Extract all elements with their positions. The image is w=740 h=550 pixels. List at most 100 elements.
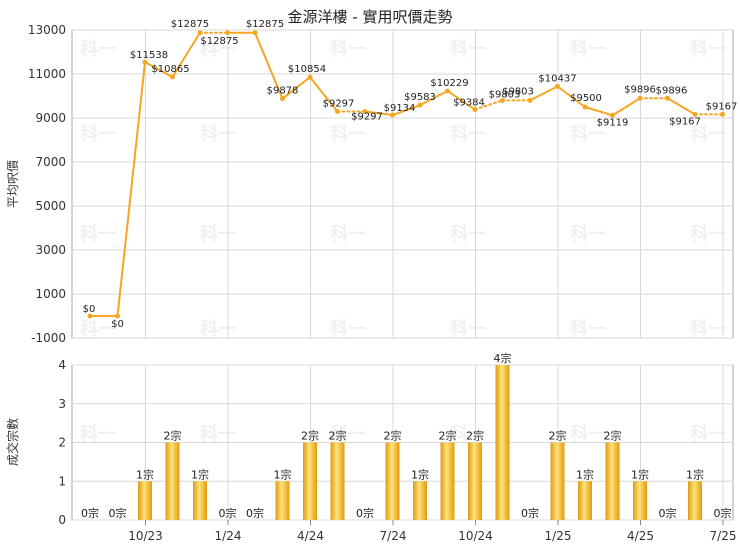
line-point bbox=[362, 108, 368, 114]
bar bbox=[165, 442, 180, 520]
bar-value-label: 0宗 bbox=[109, 506, 127, 520]
bar bbox=[605, 442, 620, 520]
bar-value-label: 1宗 bbox=[631, 467, 649, 481]
line-point-label: $0 bbox=[83, 304, 96, 315]
watermark-text: 科一 bbox=[330, 318, 366, 340]
line-point-label: $12875 bbox=[246, 19, 284, 30]
line-point bbox=[142, 59, 148, 65]
line-point bbox=[307, 74, 313, 80]
watermark-text: 科一 bbox=[690, 318, 726, 340]
bar-value-label: 0宗 bbox=[356, 506, 374, 520]
line-point-label: $9119 bbox=[597, 117, 629, 128]
bar bbox=[468, 442, 482, 520]
line-series-segment bbox=[556, 85, 586, 108]
line-point-label: $9384 bbox=[453, 98, 485, 109]
bar-value-label: 2宗 bbox=[329, 429, 347, 443]
line-point-label: $9803 bbox=[502, 86, 534, 97]
line-point-label: $9297 bbox=[323, 98, 355, 109]
line-y-tick-label: 11000 bbox=[28, 67, 66, 81]
bar-value-label: 0宗 bbox=[714, 506, 732, 520]
line-point bbox=[390, 112, 395, 118]
line-point bbox=[225, 30, 230, 36]
bar-value-label: 4宗 bbox=[494, 351, 512, 365]
bar bbox=[275, 481, 290, 520]
line-point-label: $9583 bbox=[404, 92, 436, 103]
line-point-label: $9896 bbox=[656, 85, 688, 96]
watermark-text: 科一 bbox=[690, 123, 726, 145]
watermark-text: 科一 bbox=[200, 423, 236, 445]
watermark-text: 科一 bbox=[570, 123, 606, 145]
watermark-text: 科一 bbox=[330, 38, 366, 60]
bar bbox=[688, 481, 702, 520]
bar-value-label: 0宗 bbox=[219, 506, 237, 520]
x-tick-label: 7/25 bbox=[710, 529, 737, 543]
bar-y-tick-label: 0 bbox=[58, 513, 66, 527]
chart-title: 金源洋樓 - 實用呎價走勢 bbox=[287, 8, 453, 26]
line-y-tick-label: 1000 bbox=[35, 287, 66, 301]
watermark-text: 科一 bbox=[80, 223, 116, 245]
line-point-label: $9134 bbox=[384, 103, 416, 114]
x-tick-label: 10/24 bbox=[458, 529, 493, 543]
line-series-segment bbox=[529, 85, 559, 102]
line-y-tick-label: 5000 bbox=[35, 199, 66, 213]
line-point bbox=[720, 111, 725, 117]
bar-y-tick-label: 3 bbox=[58, 397, 66, 411]
bar bbox=[633, 481, 647, 520]
line-point-label: $12875 bbox=[200, 36, 238, 47]
line-series-segment bbox=[419, 89, 449, 107]
watermark-text: 科一 bbox=[330, 123, 366, 145]
line-y-tick-label: 9000 bbox=[35, 111, 66, 125]
bar bbox=[385, 442, 400, 520]
bar bbox=[330, 442, 345, 520]
line-point bbox=[335, 108, 340, 114]
bar-value-label: 1宗 bbox=[576, 467, 594, 481]
line-point bbox=[115, 313, 120, 319]
bar bbox=[440, 442, 455, 520]
watermark-text: 科一 bbox=[200, 38, 236, 60]
bar-y-tick-label: 1 bbox=[58, 474, 66, 488]
line-point-label: $9878 bbox=[267, 86, 299, 97]
bar-value-label: 0宗 bbox=[659, 506, 677, 520]
bar-value-label: 1宗 bbox=[686, 467, 704, 481]
watermark-text: 科一 bbox=[80, 38, 116, 60]
bar-value-label: 2宗 bbox=[384, 429, 402, 443]
watermark-text: 科一 bbox=[80, 423, 116, 445]
line-y-tick-label: 13000 bbox=[28, 23, 66, 37]
bar bbox=[550, 442, 565, 520]
x-tick-label: 4/24 bbox=[297, 529, 324, 543]
line-point bbox=[610, 112, 615, 118]
line-series-segment bbox=[144, 61, 174, 78]
bar-y-axis-title: 成交宗數 bbox=[5, 418, 20, 466]
line-point-label: $9803 bbox=[489, 89, 521, 100]
watermark-text: 科一 bbox=[330, 223, 366, 245]
watermark-text: 科一 bbox=[690, 38, 726, 60]
watermark-text: 科一 bbox=[80, 318, 116, 340]
bar-value-label: 2宗 bbox=[466, 429, 484, 443]
bar-value-label: 2宗 bbox=[604, 429, 622, 443]
line-y-tick-label: 3000 bbox=[35, 243, 66, 257]
line-point-label: $9297 bbox=[351, 111, 383, 122]
line-point-label: $10229 bbox=[430, 78, 468, 89]
line-point-label: $11538 bbox=[130, 50, 168, 61]
line-point-label: $10865 bbox=[151, 64, 189, 75]
line-series-segment bbox=[474, 99, 504, 111]
watermark-text: 科一 bbox=[570, 38, 606, 60]
x-tick-label: 1/25 bbox=[545, 529, 572, 543]
bar-value-label: 0宗 bbox=[246, 506, 264, 520]
watermark-text: 科一 bbox=[200, 123, 236, 145]
x-tick-label: 1/24 bbox=[215, 529, 242, 543]
line-y-tick-label: -1000 bbox=[31, 331, 66, 345]
line-point-label: $9896 bbox=[624, 84, 656, 95]
line-point-label: $9167 bbox=[706, 101, 738, 112]
line-series-segment bbox=[584, 106, 614, 117]
bar-value-label: 0宗 bbox=[521, 506, 539, 520]
bar-value-label: 2宗 bbox=[549, 429, 567, 443]
watermark-text: 科一 bbox=[570, 423, 606, 445]
line-point bbox=[582, 104, 588, 110]
bar-value-label: 2宗 bbox=[439, 429, 457, 443]
bar bbox=[193, 481, 207, 520]
bar-value-label: 1宗 bbox=[411, 467, 429, 481]
line-y-tick-label: 7000 bbox=[35, 155, 66, 169]
watermark-text: 科一 bbox=[80, 123, 116, 145]
